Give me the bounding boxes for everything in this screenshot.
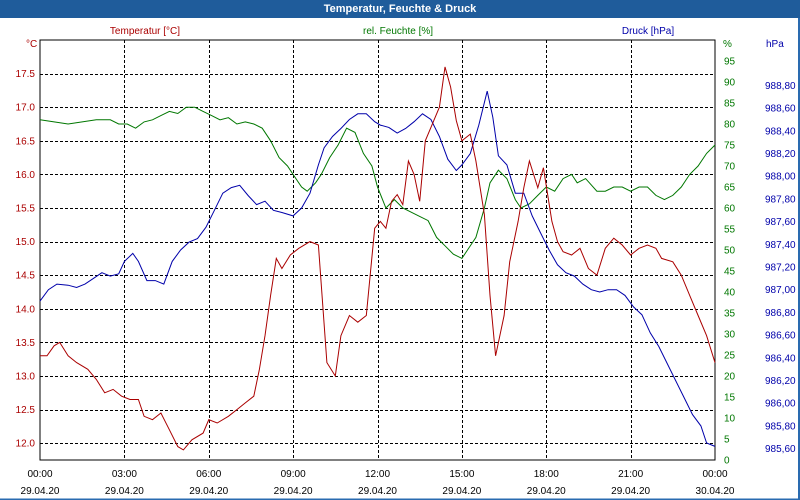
temperature-tick-label: 12.0 [16,439,36,450]
humidity-series-line [39,106,716,260]
pressure-tick-label: 987,60 [765,217,796,228]
time-tick-label: 03:00 [112,469,137,480]
pressure-axis-title: Druck [hPa] [622,26,674,37]
chart-title: Temperatur, Feuchte & Druck [0,0,800,18]
humidity-tick-label: 65 [724,183,736,194]
humidity-tick-label: 20 [724,372,736,383]
date-tick-label: 30.04.20 [696,486,735,497]
temperature-unit-label: °C [26,39,37,50]
humidity-tick-label: 45 [724,267,736,278]
temperature-tick-label: 17.5 [16,69,36,80]
pressure-tick-label: 988,20 [765,149,796,160]
pressure-tick-label: 986,60 [765,331,796,342]
pressure-tick-labels: 985,60 985,80 986,00 986,20 986,40 986,60 986,… [765,81,796,455]
time-tick-label: 09:00 [281,469,306,480]
humidity-tick-label: 75 [724,141,736,152]
date-tick-label: 29.04.20 [105,486,144,497]
humidity-tick-label: 70 [724,162,736,173]
humidity-tick-label: 85 [724,99,736,110]
humidity-tick-labels: 0 5 10 15 20 25 30 35 40 45 50 55 60 65 70 75 80 85 90 95 [724,57,736,467]
humidity-tick-label: 95 [724,57,736,68]
date-tick-label: 29.04.20 [21,486,60,497]
grid-lines [40,40,715,460]
time-tick-label: 00:00 [702,469,727,480]
humidity-tick-label: 5 [724,435,730,446]
time-tick-label: 21:00 [618,469,643,480]
pressure-tick-label: 987,00 [765,285,796,296]
temperature-tick-label: 14.5 [16,271,36,282]
temperature-tick-label: 14.0 [16,304,36,315]
time-tick-label: 12:00 [365,469,390,480]
humidity-tick-label: 15 [724,393,736,404]
time-tick-labels: 00:00 29.04.20 03:00 29.04.20 06:00 29.04.20 0… [21,469,735,497]
pressure-unit-label: hPa [766,39,784,50]
date-tick-label: 29.04.20 [611,486,650,497]
temperature-tick-label: 16.0 [16,170,36,181]
temperature-series-line [40,66,716,451]
time-tick-label: 06:00 [196,469,221,480]
pressure-tick-label: 986,80 [765,308,796,319]
temperature-tick-label: 16.5 [16,136,36,147]
humidity-tick-label: 80 [724,120,736,131]
temperature-tick-label: 17.0 [16,103,36,114]
time-tick-label: 18:00 [534,469,559,480]
humidity-tick-label: 30 [724,330,736,341]
humidity-tick-label: 50 [724,246,736,257]
pressure-tick-label: 986,00 [765,399,796,410]
date-tick-label: 29.04.20 [189,486,228,497]
humidity-tick-label: 0 [724,456,730,467]
pressure-tick-label: 988,80 [765,81,796,92]
date-tick-label: 29.04.20 [442,486,481,497]
temperature-axis-title: Temperatur [°C] [110,26,180,37]
time-tick-label: 00:00 [27,469,52,480]
humidity-tick-label: 35 [724,309,736,320]
pressure-series-line [39,90,716,447]
temperature-tick-label: 15.5 [16,204,36,215]
date-tick-label: 29.04.20 [527,486,566,497]
humidity-tick-label: 25 [724,351,736,362]
pressure-tick-label: 986,40 [765,353,796,364]
chart-area: °C Temperatur [°C] rel. Feuchte [%] Druc… [0,18,800,500]
humidity-tick-label: 10 [724,414,736,425]
humidity-tick-label: 55 [724,225,736,236]
humidity-unit-label: % [723,39,732,50]
humidity-tick-label: 40 [724,288,736,299]
temperature-tick-label: 13.5 [16,338,36,349]
date-tick-label: 29.04.20 [274,486,313,497]
temperature-tick-label: 13.0 [16,372,36,383]
pressure-tick-label: 987,40 [765,240,796,251]
pressure-tick-label: 988,00 [765,172,796,183]
plot-border [39,39,716,461]
pressure-tick-label: 985,80 [765,421,796,432]
pressure-tick-label: 987,80 [765,194,796,205]
temperature-tick-label: 15.0 [16,237,36,248]
pressure-axis-panel [761,18,800,500]
temperature-tick-labels: 12.0 12.5 13.0 13.5 14.0 14.5 15.0 15.5 16.0 16.5… [16,69,36,450]
humidity-tick-label: 60 [724,204,736,215]
pressure-tick-label: 988,40 [765,126,796,137]
humidity-tick-label: 90 [724,78,736,89]
series-lines [39,66,716,451]
pressure-tick-label: 988,60 [765,104,796,115]
pressure-tick-label: 986,20 [765,376,796,387]
temperature-tick-label: 12.5 [16,405,36,416]
time-tick-label: 15:00 [449,469,474,480]
date-tick-label: 29.04.20 [358,486,397,497]
pressure-tick-label: 987,20 [765,263,796,274]
humidity-axis-title: rel. Feuchte [%] [363,26,433,37]
pressure-tick-label: 985,60 [765,444,796,455]
